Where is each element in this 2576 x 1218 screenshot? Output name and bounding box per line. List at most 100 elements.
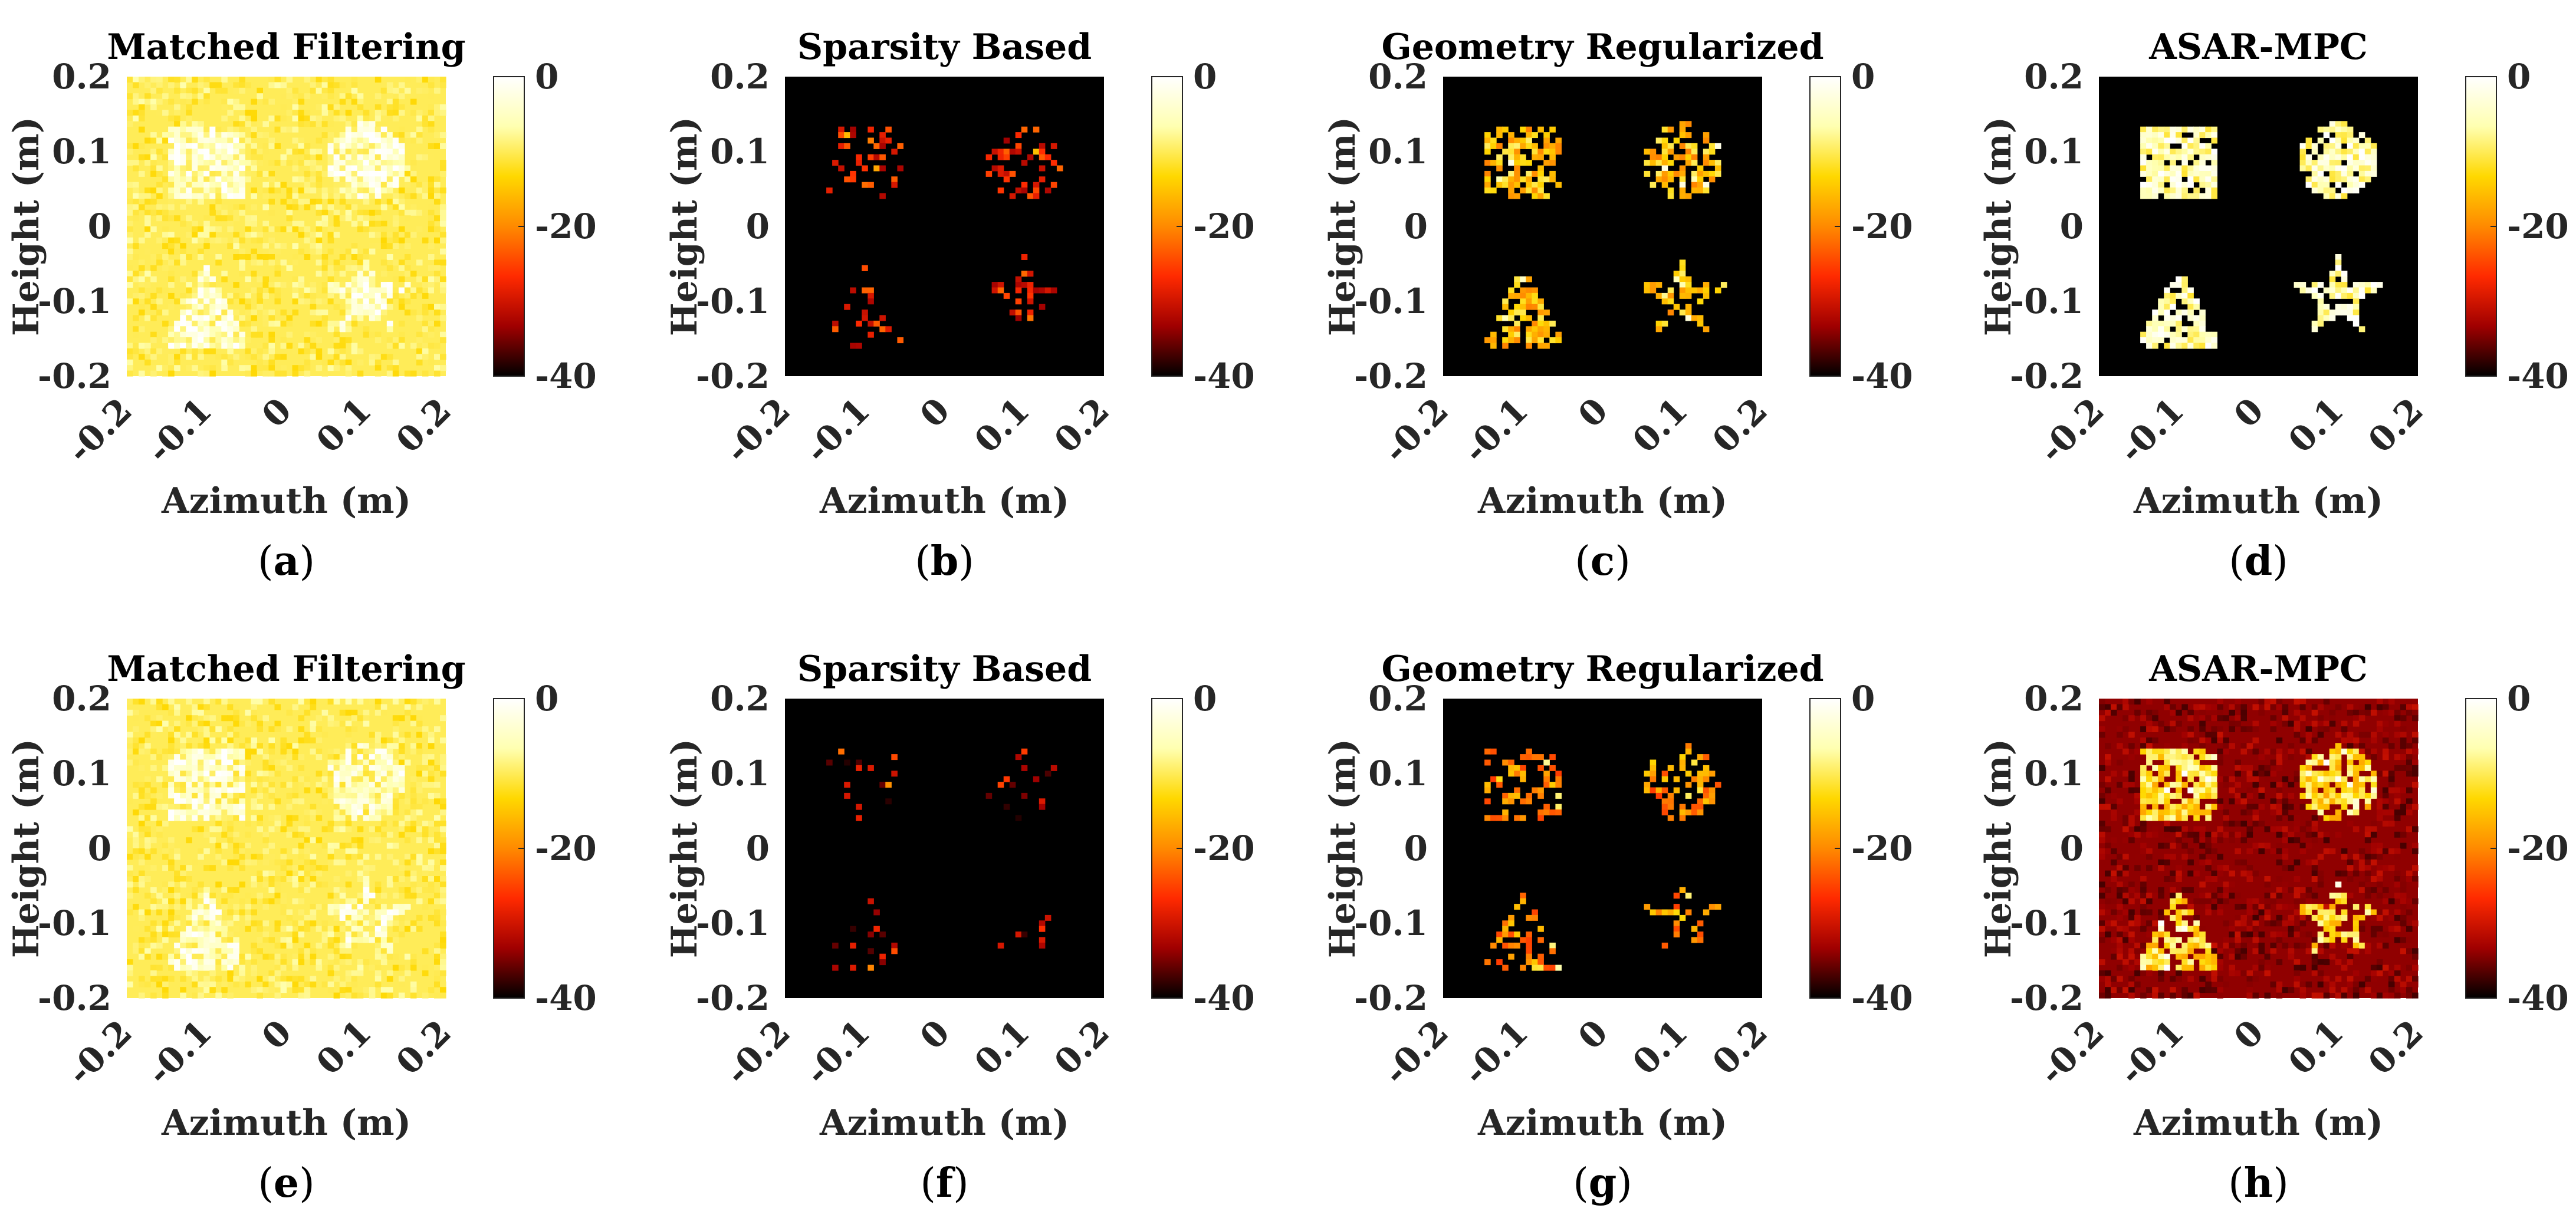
heatmap-cell [333, 809, 340, 816]
heatmap-cell [2406, 787, 2413, 794]
heatmap-cell [2406, 798, 2413, 805]
heatmap-cell [233, 165, 239, 172]
heatmap-cell [2329, 720, 2336, 727]
heatmap-cell [345, 298, 352, 305]
heatmap-cell [239, 754, 245, 761]
heatmap-cell [339, 953, 346, 960]
heatmap-cell [1555, 143, 1562, 149]
heatmap-cell [168, 282, 175, 288]
heatmap-cell [321, 132, 328, 139]
heatmap-cell [215, 848, 222, 854]
heatmap-cell [156, 981, 163, 987]
heatmap-cell [440, 970, 446, 976]
heatmap-cell [1526, 170, 1532, 177]
heatmap-cell [1691, 154, 1698, 160]
heatmap-cell [2105, 804, 2111, 810]
heatmap-cell [286, 282, 293, 288]
heatmap-cell [386, 821, 393, 827]
heatmap-cell [434, 792, 441, 799]
heatmap-cell [1514, 182, 1520, 188]
heatmap-cell [186, 699, 192, 705]
heatmap-cell [221, 920, 228, 927]
heatmap-cell [1532, 143, 1538, 149]
heatmap-cell [251, 859, 257, 865]
heatmap-cell [268, 976, 275, 982]
heatmap-cell [327, 287, 334, 294]
heatmap-cell [268, 765, 275, 771]
heatmap-cell [2364, 776, 2371, 782]
heatmap-cell [221, 104, 228, 110]
heatmap-cell [1484, 798, 1491, 805]
heatmap-cell [1027, 287, 1034, 294]
y-tick-label: -0.1 [696, 281, 770, 321]
heatmap-cell [2329, 271, 2336, 277]
heatmap-cell [209, 942, 216, 949]
heatmap-cell [374, 904, 382, 910]
heatmap-cell [2176, 187, 2182, 194]
heatmap-cell [351, 276, 358, 282]
heatmap-cell [192, 271, 198, 277]
heatmap-cell [2335, 170, 2342, 177]
heatmap-cell [2146, 776, 2153, 782]
heatmap-cell [192, 337, 198, 344]
heatmap-cell [1496, 126, 1503, 133]
heatmap-cell [298, 926, 305, 932]
heatmap-cell [369, 748, 376, 755]
heatmap-cell [2347, 126, 2354, 133]
heatmap-cell [2211, 765, 2217, 771]
heatmap-cell [233, 143, 239, 149]
heatmap-cell [2305, 792, 2312, 799]
heatmap-cell [174, 720, 180, 727]
heatmap-cell [203, 331, 210, 338]
heatmap-cell [192, 165, 198, 172]
heatmap-cell [286, 876, 293, 882]
heatmap-cell [316, 771, 323, 777]
heatmap-cell [1027, 298, 1034, 305]
heatmap-cell [1697, 165, 1704, 172]
heatmap-cell [1514, 310, 1520, 316]
heatmap-cell [1543, 782, 1550, 788]
heatmap-cell [162, 765, 169, 771]
y-tick-label: 0 [2060, 206, 2084, 246]
heatmap-cell [257, 331, 263, 338]
heatmap-cell [434, 782, 441, 788]
heatmap-cell [257, 232, 263, 238]
heatmap-cell [2170, 709, 2176, 716]
heatmap-cell [2105, 754, 2111, 761]
heatmap-cell [215, 959, 222, 966]
heatmap-cell [2176, 709, 2182, 716]
heatmap-cell [392, 282, 399, 288]
colorbar-tick-label: -40 [1851, 356, 1913, 396]
heatmap-cell [221, 170, 228, 177]
panel-c: Geometry Regularized0.20.10-0.1-0.2-0.2-… [1322, 27, 1913, 585]
heatmap-cell [2299, 704, 2306, 710]
heatmap-cell [357, 98, 364, 105]
heatmap-cell [2317, 292, 2324, 299]
heatmap-cell [1496, 782, 1503, 788]
heatmap-cell [392, 359, 399, 366]
heatmap-cell [363, 176, 370, 183]
x-tick-label: 0 [2226, 390, 2272, 436]
heatmap-cell [392, 243, 399, 249]
heatmap-cell [186, 754, 192, 761]
heatmap-cell [262, 220, 269, 227]
heatmap-cell [150, 937, 157, 943]
heatmap-cell [2406, 759, 2413, 766]
heatmap-cell [239, 953, 245, 960]
heatmap-cell [133, 748, 139, 755]
heatmap-cell [156, 215, 163, 222]
heatmap-cell [156, 704, 163, 710]
heatmap-cell [339, 826, 346, 832]
heatmap-cell [357, 259, 364, 266]
heatmap-cell [2335, 176, 2342, 183]
heatmap-cell [198, 132, 204, 139]
heatmap-cell [268, 787, 275, 794]
heatmap-cell [351, 126, 358, 133]
heatmap-cell [2276, 699, 2283, 705]
heatmap-cell [2099, 704, 2105, 710]
heatmap-cell [2311, 737, 2318, 743]
heatmap-cell [192, 154, 198, 160]
heatmap-cell [221, 893, 228, 899]
heatmap-cell [2270, 720, 2277, 727]
